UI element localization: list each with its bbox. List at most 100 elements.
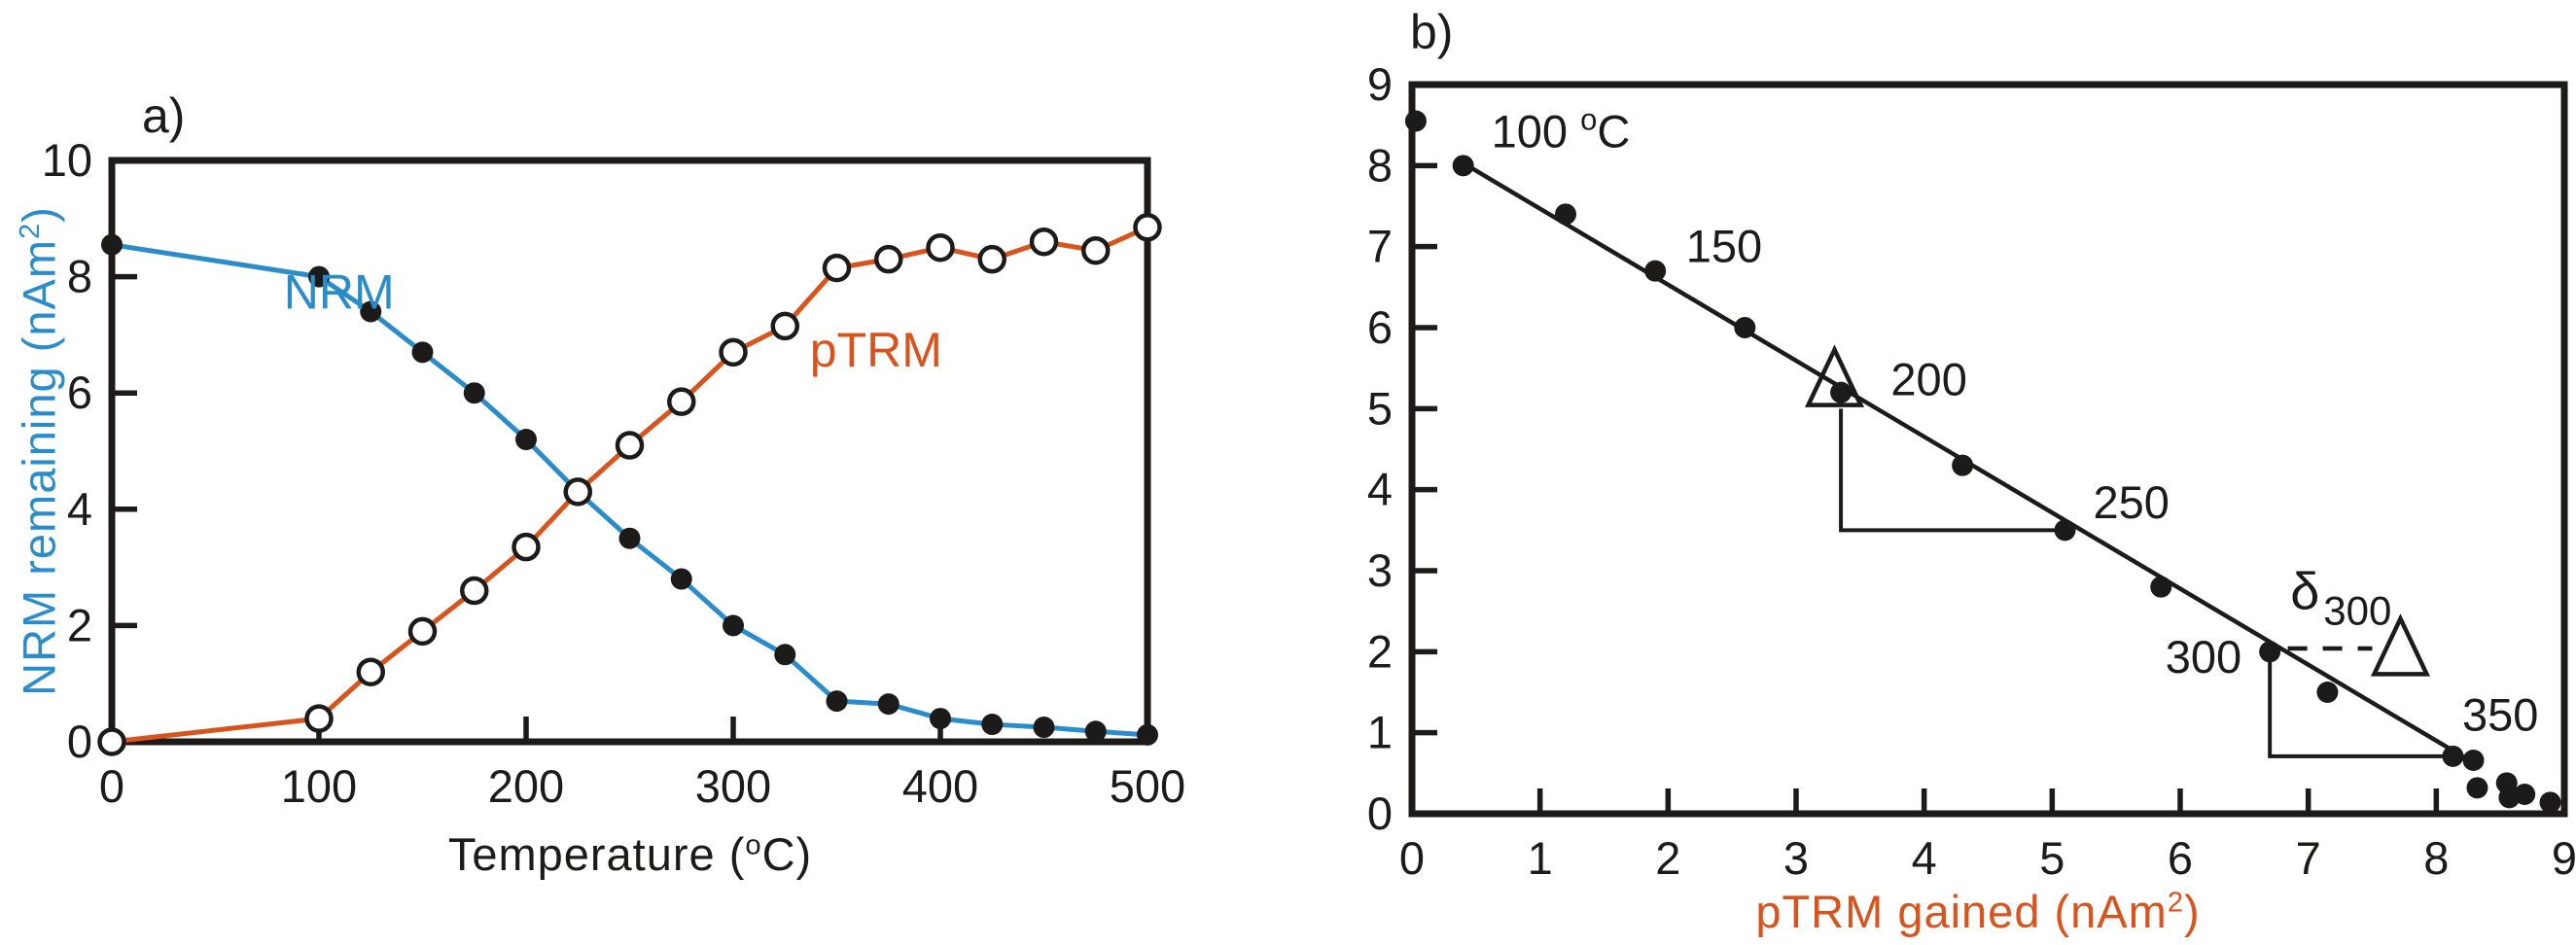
squared-superscript: 2 [14, 222, 46, 240]
ptrm-data-point [977, 244, 1006, 274]
arai-data-point [2442, 745, 2464, 767]
arai-data-point [2054, 519, 2076, 542]
ptrm-check-triangle-200 [1804, 344, 1865, 407]
ptrm-data-point [1081, 235, 1111, 265]
nrm-data-point [411, 341, 434, 364]
curve-label-nrm: NRM [284, 264, 395, 319]
ptrm-data-point [667, 387, 696, 416]
panel-a-x-tick-label: 200 [488, 760, 564, 812]
nrm-data-point [981, 714, 1004, 736]
arai-data-point [2462, 750, 2485, 771]
ptrm-data-point [1029, 227, 1059, 257]
panel-b-y-tick-label: 0 [1367, 788, 1393, 839]
panel-b-x-tick-label: 6 [2168, 832, 2193, 884]
panel-b-x-tick-label: 7 [2296, 832, 2321, 884]
panel-b-y-tick-label: 1 [1367, 707, 1393, 758]
panel-a-y-axis-title: NRM remaining (nAm2) [13, 206, 66, 696]
ptrm-data-point [97, 727, 126, 756]
ptrm-data-point [615, 431, 645, 460]
panel-a-y-tick-label: 8 [67, 251, 92, 302]
panel-a-x-tick-label: 300 [695, 760, 771, 812]
nrm-data-point [1137, 723, 1158, 746]
ptrm-data-point [719, 337, 748, 368]
panel-b-x-tick-label: 2 [1655, 832, 1680, 884]
ptrm-data-point [1133, 213, 1162, 242]
ptrm-data-point [407, 616, 438, 647]
panel-b-x-tick-label: 9 [2552, 832, 2576, 884]
ptrm-data-point [304, 704, 334, 733]
panel-a-x-axis-title-text: Temperature ( [447, 828, 746, 880]
panel-b-letter: b) [1410, 5, 1454, 59]
panel-a-x-tick-label: 400 [902, 760, 978, 812]
nrm-data-point [723, 614, 744, 637]
panel-a-y-axis-title-close: ) [13, 206, 65, 223]
panel-b-y-tick-label: 7 [1367, 221, 1393, 272]
nrm-data-point [774, 644, 796, 666]
panel-a-x-axis-title: Temperature (oC) [448, 827, 812, 881]
arai-data-point [1952, 454, 1974, 476]
panel-b-x-tick-label: 1 [1528, 832, 1553, 884]
delta-300-label: δ300 [2290, 562, 2391, 633]
arai-data-point [2466, 777, 2488, 799]
panel-a-y-axis-title-text: NRM remaining (nAm [13, 239, 65, 696]
ptrm-check-triangle-300 [2370, 613, 2431, 677]
nrm-curve [111, 242, 1148, 738]
panel-a-x-tick-label: 500 [1110, 760, 1185, 812]
panel-b-y-tick-label: 4 [1367, 464, 1393, 515]
ptrm-data-point [770, 311, 799, 341]
panel-a-y-tick-label: 6 [67, 367, 92, 418]
ptrm-curve [111, 225, 1149, 745]
nrm-data-point [670, 568, 692, 590]
nrm-data-point [101, 233, 123, 256]
temperature-step-label-100: 100 oC [1492, 102, 1631, 157]
squared-superscript: 2 [2167, 887, 2185, 919]
panel-b-y-tick-label: 6 [1367, 301, 1393, 353]
panel-b-x-tick-label: 0 [1399, 832, 1425, 884]
nrm-data-point [308, 265, 330, 288]
nrm-data-point [463, 382, 485, 404]
arai-data-point [1555, 203, 1576, 226]
panel-b-y-tick-label: 9 [1367, 58, 1393, 110]
arai-data-point [2150, 576, 2172, 598]
arai-data-point [1830, 381, 1853, 403]
panel-b-x-tick-label: 4 [1912, 832, 1937, 884]
nrm-data-point [826, 690, 848, 713]
panel-b-frame [1408, 81, 2568, 818]
temperature-step-label-250: 250 [2093, 476, 2169, 528]
panel-a-y-tick-label: 2 [67, 599, 92, 650]
panel-b-x-axis-title: pTRM gained (nAm2) [1755, 885, 2200, 938]
nrm-data-point [618, 527, 641, 549]
panel-b-ptrm-check-hook [2268, 661, 2450, 758]
temperature-step-label-300: 300 [2166, 631, 2241, 682]
temperature-step-label-150: 150 [1686, 221, 1762, 272]
ptrm-data-point [926, 232, 955, 262]
panel-a-x-tick-label: 100 [281, 760, 357, 812]
panel-a-frame [108, 157, 1151, 746]
ptrm-data-point [874, 244, 903, 274]
panel-b-y-tick-label: 5 [1367, 382, 1393, 434]
panel-a-letter: a) [142, 88, 186, 143]
panel-b-y-tick-label: 3 [1367, 544, 1393, 596]
panel-b-x-axis-title-text: pTRM gained (nAm [1755, 886, 2168, 937]
panel-b-x-axis-title-close: ) [2184, 886, 2201, 937]
nrm-data-point [360, 300, 382, 323]
panel-a-y-tick-label: 0 [67, 716, 92, 767]
nrm-data-point [1084, 720, 1107, 743]
nrm-data-point [515, 429, 537, 451]
ptrm-data-point [563, 477, 592, 507]
panel-b-ptrm-check-hook [1839, 408, 2062, 533]
curve-label-ptrm: pTRM [810, 323, 942, 377]
temperature-step-label-200: 200 [1890, 353, 1966, 404]
nrm-data-point [877, 693, 900, 716]
panel-b-x-tick-label: 3 [1783, 832, 1809, 884]
panel-a-x-tick-label: 0 [99, 760, 124, 812]
arai-data-point [2514, 784, 2536, 805]
nrm-data-point [930, 708, 951, 730]
degree-superscript: o [745, 829, 762, 861]
panel-a-x-axis-title-close: C) [761, 828, 813, 880]
panel-a-y-tick-label: 10 [42, 134, 92, 186]
arai-data-point [1734, 317, 1756, 338]
ptrm-data-point [822, 253, 852, 283]
